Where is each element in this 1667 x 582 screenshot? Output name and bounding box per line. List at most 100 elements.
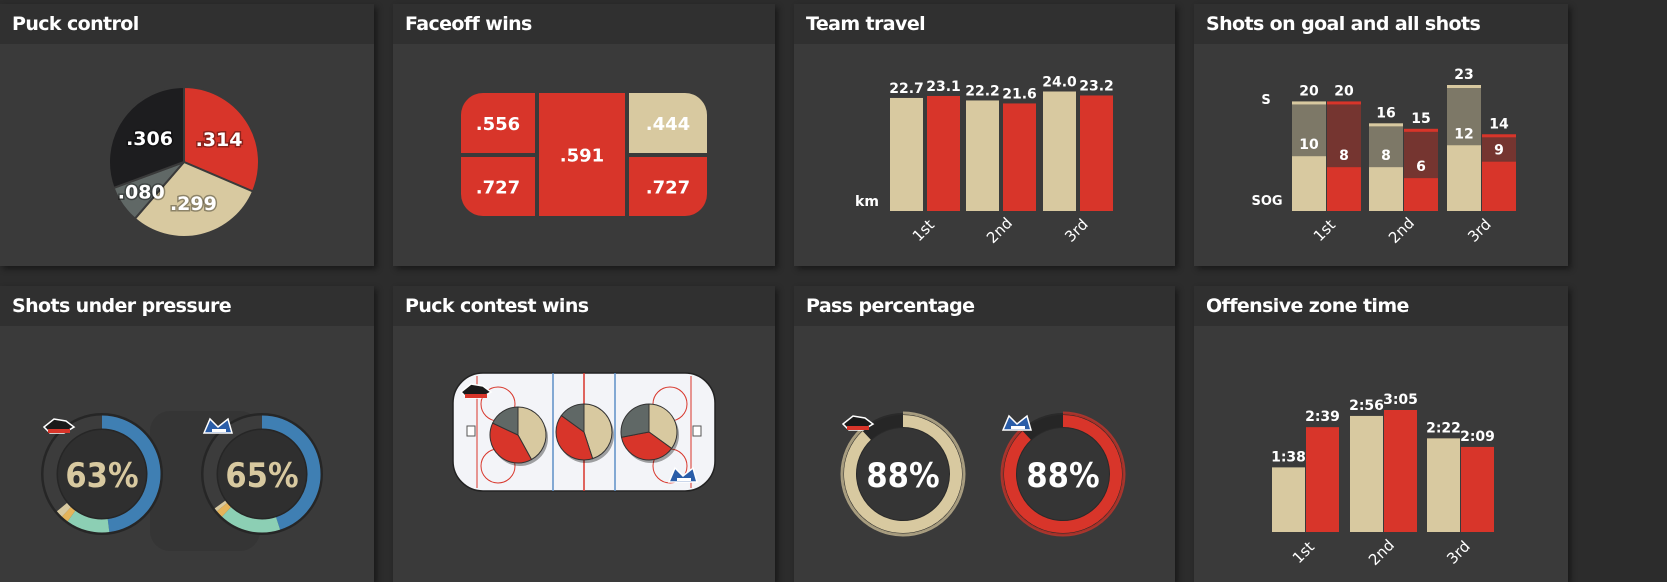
bar bbox=[1080, 95, 1113, 211]
puck-control-chart: .314.299.080.306 bbox=[108, 85, 260, 238]
ring-center bbox=[857, 428, 949, 520]
bar-label: 3:05 bbox=[1383, 392, 1418, 408]
panel-puck-contest: Puck contest wins bbox=[393, 286, 775, 582]
slice-label: .299 bbox=[170, 193, 217, 215]
panel-offensive-zone-time: Offensive zone time 1:38 2:56 2:22 2:39 3:05… bbox=[1194, 286, 1568, 582]
x-tick-label: 1st bbox=[1289, 538, 1318, 567]
faceoff-cell bbox=[629, 157, 707, 216]
bar-label: 23.1 bbox=[926, 79, 961, 95]
ring-segment bbox=[261, 415, 321, 530]
pie-slice bbox=[133, 160, 255, 238]
sog-label: 12 bbox=[1454, 126, 1473, 142]
ring-center bbox=[218, 430, 306, 518]
team-travel-chart: 22.7 22.2 24.0 23.1 21.6 23.2 km 1st 2nd 3rd bbox=[855, 74, 1114, 247]
ring-rim bbox=[840, 411, 966, 537]
x-tick-label: 2nd bbox=[983, 214, 1016, 247]
panel-header: Shots under pressure bbox=[0, 286, 374, 326]
panel-title: Offensive zone time bbox=[1206, 295, 1409, 317]
sog-bar bbox=[1369, 167, 1403, 211]
contest-slice bbox=[583, 403, 613, 460]
ring-value: 65% bbox=[225, 456, 298, 496]
pie-slice bbox=[108, 85, 185, 190]
slice-label: .314 bbox=[196, 129, 243, 151]
bar bbox=[1427, 438, 1460, 532]
shots-label: 20 bbox=[1299, 83, 1319, 99]
sog-bar bbox=[1292, 156, 1326, 211]
bar-label: 2:22 bbox=[1426, 420, 1461, 436]
sog-label: 10 bbox=[1299, 137, 1319, 153]
panel-title: Shots on goal and all shots bbox=[1206, 13, 1481, 35]
wild-wings-logo-icon bbox=[1001, 414, 1032, 431]
contest-slice bbox=[489, 422, 533, 464]
sog-bar bbox=[1482, 161, 1516, 211]
faceoff-value: .444 bbox=[646, 114, 690, 135]
faceoff-cell bbox=[461, 157, 535, 216]
ring-segment bbox=[216, 502, 231, 517]
panel-title: Team travel bbox=[806, 13, 926, 35]
shots-chart: 20 10 16 8 23 12 20 8 15 6 14 9 S SOG 1st 2nd 3rd bbox=[1251, 67, 1516, 247]
slice-label: .306 bbox=[126, 128, 173, 150]
shots-label: 15 bbox=[1411, 111, 1430, 127]
faceoff-value: .591 bbox=[560, 146, 604, 167]
ring-segment bbox=[221, 506, 281, 533]
bar-label: 1:38 bbox=[1271, 449, 1306, 465]
ring-segment bbox=[67, 510, 110, 533]
bar-label: 2:56 bbox=[1349, 398, 1384, 414]
bar-label: 2:09 bbox=[1460, 429, 1495, 445]
panel-title: Puck control bbox=[12, 13, 139, 35]
shots-cap bbox=[1369, 123, 1403, 127]
shots-label: 23 bbox=[1454, 67, 1473, 83]
ring-segment bbox=[214, 500, 227, 512]
panel-shots: Shots on goal and all shots 20 10 16 8 23 12 2… bbox=[1194, 4, 1568, 266]
faceoff-cell bbox=[461, 93, 535, 153]
bar-label: 22.2 bbox=[965, 83, 1000, 99]
contest-slice bbox=[555, 414, 594, 461]
panel-title: Shots under pressure bbox=[12, 295, 232, 317]
shots-cap bbox=[1327, 101, 1361, 105]
pie-slice bbox=[183, 85, 260, 193]
panel-team-travel: Team travel 22.7 22.2 24.0 23.1 21.6 23.2 km 1s… bbox=[794, 4, 1175, 266]
bar bbox=[1461, 446, 1494, 532]
ring-arc bbox=[1004, 415, 1122, 533]
bar-label: 24.0 bbox=[1042, 74, 1077, 90]
ring-center bbox=[58, 430, 146, 518]
panel-shots-under-pressure: Shots under pressure 63% 65% bbox=[0, 286, 374, 582]
shots-under-pressure-chart: 63% 65% bbox=[41, 411, 323, 551]
ring-segment bbox=[61, 507, 76, 522]
ring-segment bbox=[101, 415, 161, 533]
faceoff-cell bbox=[629, 93, 707, 153]
contest-slice bbox=[560, 403, 585, 433]
x-tick-label: 2nd bbox=[1385, 214, 1418, 247]
puck-contest-chart bbox=[452, 372, 716, 492]
ring-arc bbox=[844, 415, 962, 533]
panel-header: Puck control bbox=[0, 4, 374, 44]
ring-value: 63% bbox=[65, 456, 138, 496]
ring-segment bbox=[56, 502, 71, 517]
faceoff-value: .727 bbox=[476, 178, 520, 199]
bar-label: 23.2 bbox=[1079, 78, 1114, 94]
x-tick-label: 3rd bbox=[1464, 215, 1494, 245]
panel-pass-percentage: Pass percentage 88% 88% bbox=[794, 286, 1175, 582]
sog-label: 8 bbox=[1381, 148, 1391, 164]
bar bbox=[1306, 427, 1339, 532]
shots-cap bbox=[1404, 128, 1438, 132]
panel-header: Shots on goal and all shots bbox=[1194, 4, 1568, 44]
wild-wings-logo-icon bbox=[667, 466, 698, 483]
panel-title: Pass percentage bbox=[806, 295, 975, 317]
shots-label: 20 bbox=[1334, 83, 1354, 99]
panel-header: Offensive zone time bbox=[1194, 286, 1568, 326]
bar-label: 21.6 bbox=[1002, 86, 1037, 102]
panel-faceoff-wins: Faceoff wins .556 .727 .591 .444 .727 bbox=[393, 4, 775, 266]
contest-slice bbox=[491, 406, 519, 436]
ring-value: 88% bbox=[866, 456, 939, 496]
faceoff-value: .727 bbox=[646, 178, 690, 199]
panther-logo-icon bbox=[459, 383, 493, 399]
shots-cap bbox=[1447, 85, 1481, 88]
ring-value: 88% bbox=[1026, 456, 1099, 496]
panel-header: Puck contest wins bbox=[393, 286, 775, 326]
x-tick-label: 3rd bbox=[1443, 537, 1473, 567]
x-tick-label: 3rd bbox=[1061, 215, 1091, 245]
panel-header: Pass percentage bbox=[794, 286, 1175, 326]
ring-center bbox=[1017, 428, 1109, 520]
bar bbox=[1350, 415, 1383, 532]
